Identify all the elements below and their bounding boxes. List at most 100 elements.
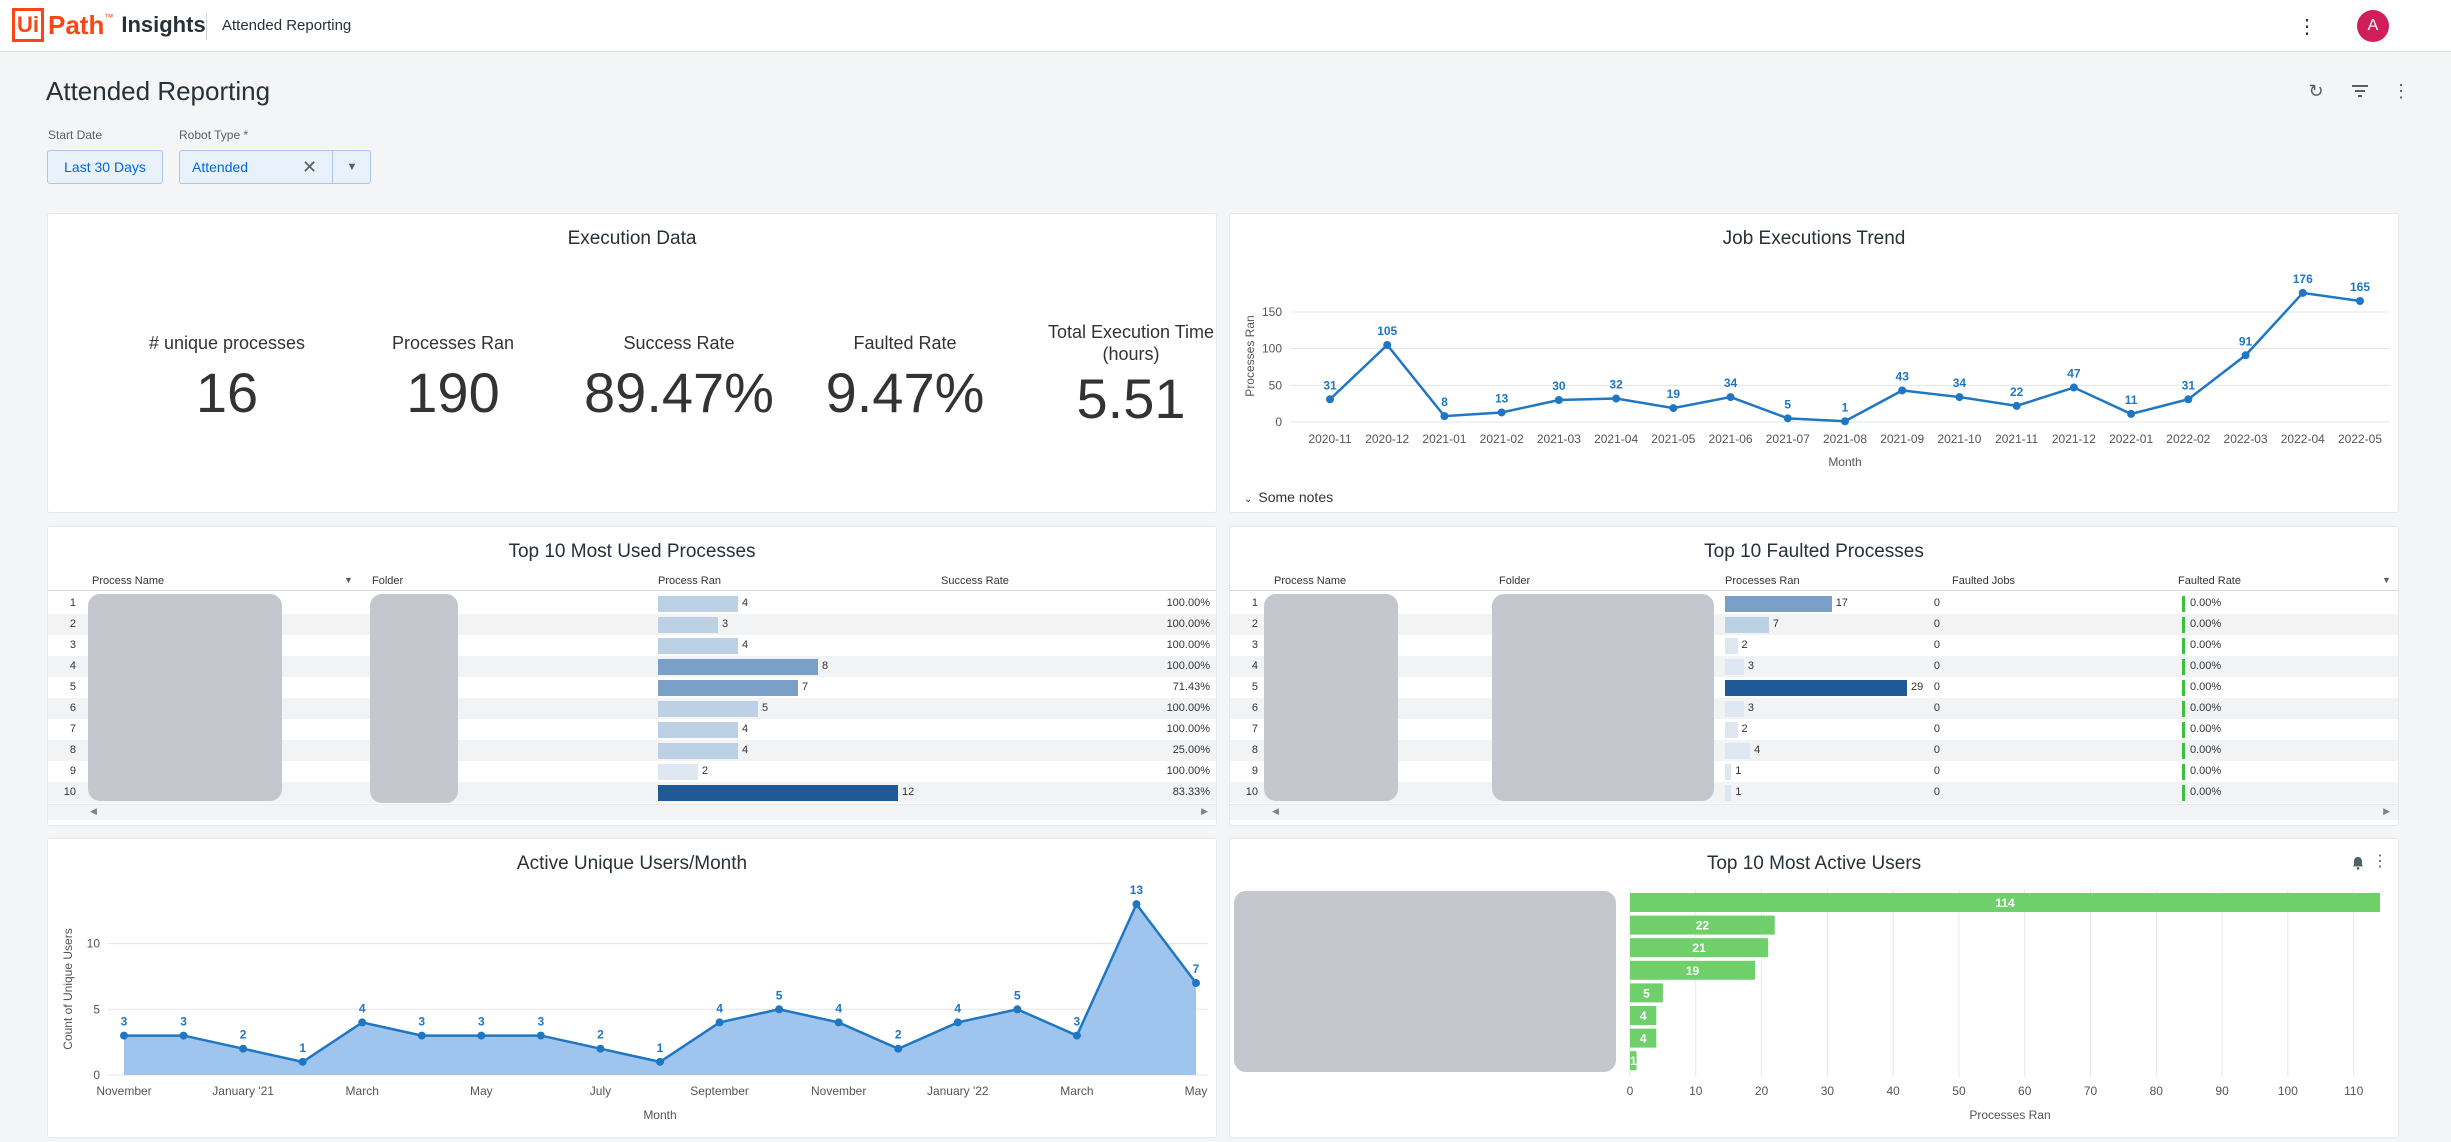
- x-tick-label: 2021-02: [1480, 432, 1524, 446]
- data-point: [1072, 1031, 1081, 1040]
- row-number: 3: [69, 639, 76, 651]
- execution-data-title: Execution Data: [567, 228, 697, 249]
- col-processes-ran[interactable]: Processes Ran: [1725, 575, 1800, 587]
- col-faulted-jobs[interactable]: Faulted Jobs: [1952, 575, 2015, 587]
- avatar[interactable]: A: [2357, 10, 2389, 42]
- logo-path-text: Path: [48, 9, 105, 40]
- horizontal-scrollbar[interactable]: ◀ ▶: [48, 804, 1216, 820]
- faulted-jobs-value: 0: [1933, 639, 1940, 651]
- job-trend-card: Job Executions Trend 0 50 100 150 Processes …: [1229, 213, 2399, 513]
- row-number: 5: [1251, 681, 1258, 693]
- x-tick-label: May: [470, 1084, 493, 1098]
- table-row[interactable]: 6 3 0 0.00%: [1230, 698, 2398, 719]
- col-folder[interactable]: Folder: [372, 575, 404, 587]
- row-number: 1: [69, 597, 76, 609]
- filter-icon[interactable]: [2347, 78, 2373, 104]
- data-point: [1955, 393, 1964, 402]
- table-row[interactable]: 10 1 0 0.00%: [1230, 782, 2398, 803]
- sort-icon[interactable]: ▼: [2382, 575, 2391, 585]
- table-row[interactable]: 2 3 100.00%: [48, 614, 1216, 635]
- bell-icon[interactable]: [2348, 853, 2368, 873]
- robot-type-value: Attended: [192, 159, 249, 175]
- bar-label: 1: [1630, 1054, 1637, 1068]
- row-number: 6: [69, 702, 76, 714]
- redacted-folders: [370, 594, 458, 803]
- table-row[interactable]: 7 2 0 0.00%: [1230, 719, 2398, 740]
- table-row[interactable]: 4 3 0 0.00%: [1230, 656, 2398, 677]
- col-faulted-rate[interactable]: Faulted Rate: [2178, 575, 2241, 587]
- table-row[interactable]: 3 4 100.00%: [48, 635, 1216, 656]
- x-tick-label: January '22: [927, 1084, 989, 1098]
- more-vertical-icon[interactable]: ⋮: [2392, 80, 2410, 101]
- redacted-user-names: [1234, 891, 1616, 1072]
- ran-bar: [658, 743, 738, 759]
- sort-icon[interactable]: ▼: [344, 575, 353, 585]
- notes-toggle[interactable]: ⌄ Some notes: [1244, 489, 1333, 505]
- top-bar: Ui Path ™ Insights Attended Reporting ⋮ …: [0, 0, 2451, 52]
- data-point: [1192, 979, 1200, 987]
- more-vertical-icon[interactable]: ⋮: [2372, 853, 2388, 870]
- robot-type-select[interactable]: Attended ✕ ▼: [179, 150, 371, 184]
- bar-label: 21: [1692, 941, 1706, 955]
- x-tick-label: March: [1060, 1084, 1093, 1098]
- data-label: 3: [538, 1015, 545, 1029]
- success-rate-value: 83.33%: [1172, 786, 1210, 798]
- scroll-left-icon[interactable]: ◀: [1272, 806, 1279, 816]
- row-number: 10: [1245, 786, 1258, 798]
- data-label: 7: [1193, 962, 1200, 976]
- col-process-name[interactable]: Process Name: [92, 575, 165, 587]
- table-row[interactable]: 1 4 100.00%: [48, 593, 1216, 614]
- table-row[interactable]: 5 29 0 0.00%: [1230, 677, 2398, 698]
- col-process-name[interactable]: Process Name: [1274, 575, 1347, 587]
- row-number: 2: [69, 618, 76, 630]
- y-tick-label: 50: [1269, 378, 1283, 392]
- top-used-title: Top 10 Most Used Processes: [508, 541, 756, 562]
- page-title: Attended Reporting: [46, 76, 271, 106]
- faulted-jobs-value: 0: [1933, 765, 1940, 777]
- col-folder[interactable]: Folder: [1499, 575, 1531, 587]
- data-label: 32: [1609, 378, 1623, 392]
- table-row[interactable]: 9 2 100.00%: [48, 761, 1216, 782]
- clear-icon[interactable]: ✕: [302, 156, 318, 177]
- table-row[interactable]: 8 4 0 0.00%: [1230, 740, 2398, 761]
- scroll-right-icon[interactable]: ▶: [2383, 806, 2390, 816]
- ran-value: 2: [702, 765, 709, 777]
- table-row[interactable]: 7 4 100.00%: [48, 719, 1216, 740]
- data-label: 3: [180, 1015, 187, 1029]
- table-row[interactable]: 4 8 100.00%: [48, 656, 1216, 677]
- table-row[interactable]: 5 7 71.43%: [48, 677, 1216, 698]
- table-row[interactable]: 3 2 0 0.00%: [1230, 635, 2398, 656]
- data-point: [2356, 297, 2364, 305]
- table-row[interactable]: 8 4 25.00%: [48, 740, 1216, 761]
- faulted-jobs-value: 0: [1933, 618, 1940, 630]
- start-date-select[interactable]: Last 30 Days: [47, 150, 163, 184]
- row-number: 6: [1251, 702, 1258, 714]
- data-label: 4: [359, 1001, 366, 1015]
- horizontal-scrollbar[interactable]: ◀ ▶: [1230, 804, 2398, 820]
- col-process-ran[interactable]: Process Ran: [658, 575, 721, 587]
- data-label: 8: [1441, 395, 1448, 409]
- ran-value: 29: [1911, 681, 1924, 693]
- table-row[interactable]: 9 1 0 0.00%: [1230, 761, 2398, 782]
- success-rate-value: 100.00%: [1166, 702, 1210, 714]
- col-success-rate[interactable]: Success Rate: [941, 575, 1009, 587]
- ran-value: 7: [1772, 618, 1780, 630]
- scroll-left-icon[interactable]: ◀: [90, 806, 97, 816]
- uipath-logo[interactable]: Ui Path ™ Insights: [12, 8, 206, 42]
- ran-bar: [1725, 596, 1832, 612]
- x-tick-label: 2021-11: [1995, 432, 2038, 446]
- more-vertical-icon[interactable]: ⋮: [2297, 15, 2317, 38]
- table-row[interactable]: 1 17 0 0.00%: [1230, 593, 2398, 614]
- table-row[interactable]: 10 12 83.33%: [48, 782, 1216, 803]
- robot-type-label: Robot Type *: [179, 128, 249, 142]
- scroll-right-icon[interactable]: ▶: [1201, 806, 1208, 816]
- table-row[interactable]: 2 7 0 0.00%: [1230, 614, 2398, 635]
- bar: [1630, 1006, 1657, 1025]
- faulted-rate-value: 0.00%: [2190, 702, 2222, 714]
- ran-bar: [1725, 617, 1769, 633]
- ran-value: 4: [742, 723, 749, 735]
- refresh-icon[interactable]: ↻: [2308, 80, 2324, 101]
- chevron-down-icon[interactable]: ▼: [346, 161, 358, 173]
- redacted-process-names: [1264, 594, 1398, 801]
- table-row[interactable]: 6 5 100.00%: [48, 698, 1216, 719]
